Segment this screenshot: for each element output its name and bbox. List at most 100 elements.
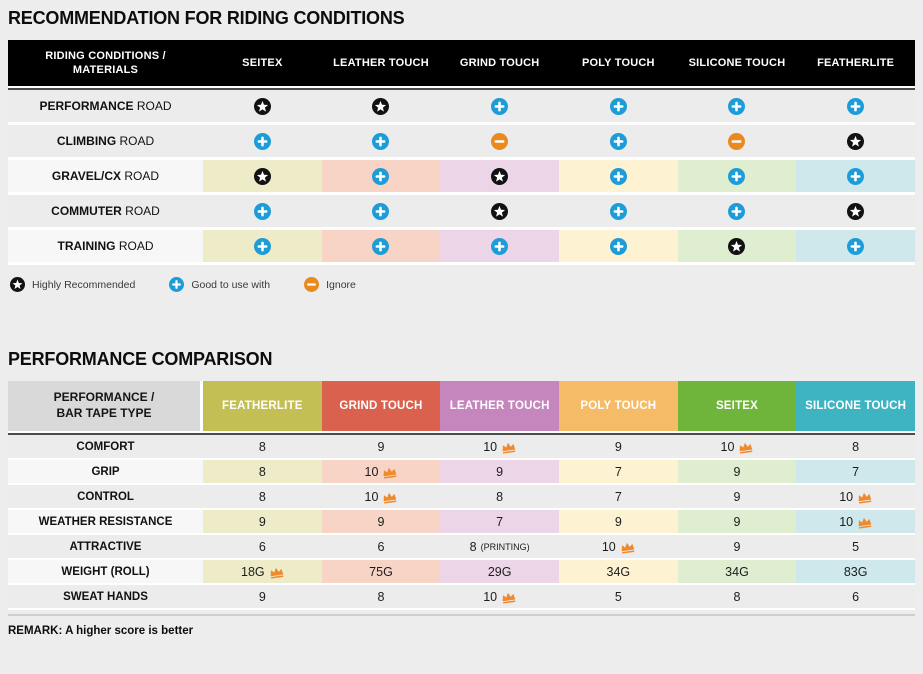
- cell-value: 10: [839, 489, 854, 504]
- riding-row-commuter: COMMUTER ROAD: [8, 195, 915, 230]
- performance-cell: 29G: [440, 560, 559, 583]
- riding-row-training: TRAINING ROAD: [8, 230, 915, 265]
- performance-cell: 6: [796, 585, 915, 608]
- page: RECOMMENDATION FOR RIDING CONDITIONS RID…: [8, 8, 915, 637]
- riding-section-title: RECOMMENDATION FOR RIDING CONDITIONS: [8, 8, 405, 28]
- riding-cell: [203, 125, 322, 157]
- plus-icon: [372, 132, 390, 150]
- performance-cell: 10: [559, 535, 678, 558]
- performance-cell: 7: [440, 510, 559, 533]
- performance-cell: 5: [559, 585, 678, 608]
- star-icon: [728, 237, 746, 255]
- cell-value: 10: [839, 514, 854, 529]
- performance-section-title: PERFORMANCE COMPARISON: [8, 349, 273, 369]
- riding-cell: [558, 230, 678, 262]
- riding-row-label: GRAVEL/CX ROAD: [8, 160, 203, 192]
- riding-cell: [796, 230, 915, 262]
- legend-item-highly-recommended: Highly Recommended: [10, 277, 135, 292]
- riding-header-label-line2: MATERIALS: [72, 64, 139, 76]
- plus-icon: [253, 132, 271, 150]
- crown-icon: [501, 441, 516, 454]
- column-header-featherlite: FEATHERLITE: [817, 56, 895, 69]
- performance-cell: 9: [559, 435, 678, 458]
- riding-cell: [440, 160, 559, 192]
- performance-comparison-table: PERFORMANCE / BAR TAPE TYPE FEATHERLITE G…: [8, 381, 915, 610]
- crown-icon: [620, 541, 635, 554]
- cell-value: 9: [614, 439, 622, 454]
- cell-value: 10: [364, 464, 379, 479]
- riding-cell: [677, 160, 797, 192]
- minus-icon: [728, 132, 746, 150]
- performance-row-sweat-hands: SWEAT HANDS 9 8 10 5 8 6: [8, 585, 915, 610]
- cell-value: 6: [377, 539, 385, 554]
- cell-value: 34G: [606, 564, 631, 579]
- performance-row-weight-roll: WEIGHT (ROLL) 18G 75G 29G 34G 34G 83G: [8, 560, 915, 585]
- performance-cell: 8: [322, 585, 441, 608]
- performance-cell: 7: [559, 485, 678, 508]
- performance-row-label: WEATHER RESISTANCE: [8, 510, 203, 533]
- cell-value: 6: [258, 539, 266, 554]
- cell-value: 5: [614, 589, 622, 604]
- cell-value: 10: [601, 539, 616, 554]
- performance-cell: 9: [322, 435, 441, 458]
- crown-icon: [382, 466, 397, 479]
- performance-row-control: CONTROL 8 10 8 7 9 10: [8, 485, 915, 510]
- performance-cell: 10: [678, 435, 797, 458]
- cell-value: 9: [733, 539, 741, 554]
- column-header-featherlite: FEATHERLITE: [203, 381, 322, 431]
- plus-icon: [372, 167, 390, 185]
- crown-icon: [501, 591, 516, 604]
- performance-table-header: PERFORMANCE / BAR TAPE TYPE FEATHERLITE G…: [8, 381, 915, 431]
- crown-icon: [269, 566, 284, 579]
- plus-icon: [491, 237, 509, 255]
- legend-item-ignore: Ignore: [304, 277, 356, 292]
- legend-label: Highly Recommended: [32, 278, 136, 291]
- performance-cell: 9: [203, 510, 322, 533]
- column-header-seitex: SEITEX: [677, 381, 797, 431]
- crown-icon: [382, 491, 397, 504]
- riding-cell: [321, 160, 441, 192]
- riding-row-label: COMMUTER ROAD: [51, 204, 160, 218]
- performance-cell: 18G: [203, 560, 322, 583]
- riding-cell: [440, 125, 559, 157]
- performance-cell: 10: [321, 460, 441, 483]
- riding-header-label: RIDING CONDITIONS / MATERIALS: [8, 49, 203, 78]
- remark-text: REMARK: A higher score is better: [8, 625, 194, 637]
- column-header-grind-touch: GRIND TOUCH: [321, 381, 441, 431]
- riding-cell: [322, 195, 441, 227]
- cell-value: 6: [852, 589, 860, 604]
- star-icon: [372, 97, 390, 115]
- performance-cell: 9: [677, 460, 797, 483]
- riding-cell: [796, 90, 915, 122]
- cell-value: 9: [733, 514, 741, 529]
- star-icon: [847, 202, 865, 220]
- header-underline: [8, 433, 915, 435]
- star-icon: [847, 132, 865, 150]
- cell-value: 5: [852, 539, 860, 554]
- performance-row-grip: GRIP 8 10 9 7 9 7: [8, 460, 915, 485]
- cell-value: 8: [733, 589, 741, 604]
- performance-table-body: COMFORT 8 9 10 9 10 8 GRIP 8 10 9 7 9 7 CONTROL 8 10 8 7 9 1…: [8, 435, 915, 610]
- riding-header-label-line1: RIDING CONDITIONS /: [45, 49, 166, 62]
- cell-value: 9: [258, 589, 266, 604]
- riding-row-label: PERFORMANCE ROAD: [39, 99, 172, 113]
- performance-cell: 10: [440, 585, 559, 608]
- minus-icon: [491, 132, 509, 150]
- cell-value: 10: [364, 489, 379, 504]
- plus-icon: [169, 277, 185, 292]
- cell-value: 9: [614, 514, 622, 529]
- riding-row-gravel-cx: GRAVEL/CX ROAD: [8, 160, 915, 195]
- legend: Highly Recommended Good to use with Ignore: [10, 277, 915, 292]
- plus-icon: [847, 167, 865, 185]
- performance-cell: 10: [322, 485, 441, 508]
- cell-value: 8: [496, 489, 504, 504]
- column-header-silicone-touch: SILICONE TOUCH: [796, 381, 915, 431]
- cell-value: 7: [614, 464, 622, 479]
- riding-cell: [677, 230, 797, 262]
- cell-value: 9: [377, 514, 385, 529]
- column-header-leather-touch: LEATHER TOUCH: [333, 56, 429, 69]
- star-icon: [253, 167, 271, 185]
- plus-icon: [609, 167, 627, 185]
- cell-value: 9: [733, 489, 741, 504]
- performance-row-weather-resistance: WEATHER RESISTANCE 9 9 7 9 9 10: [8, 510, 915, 535]
